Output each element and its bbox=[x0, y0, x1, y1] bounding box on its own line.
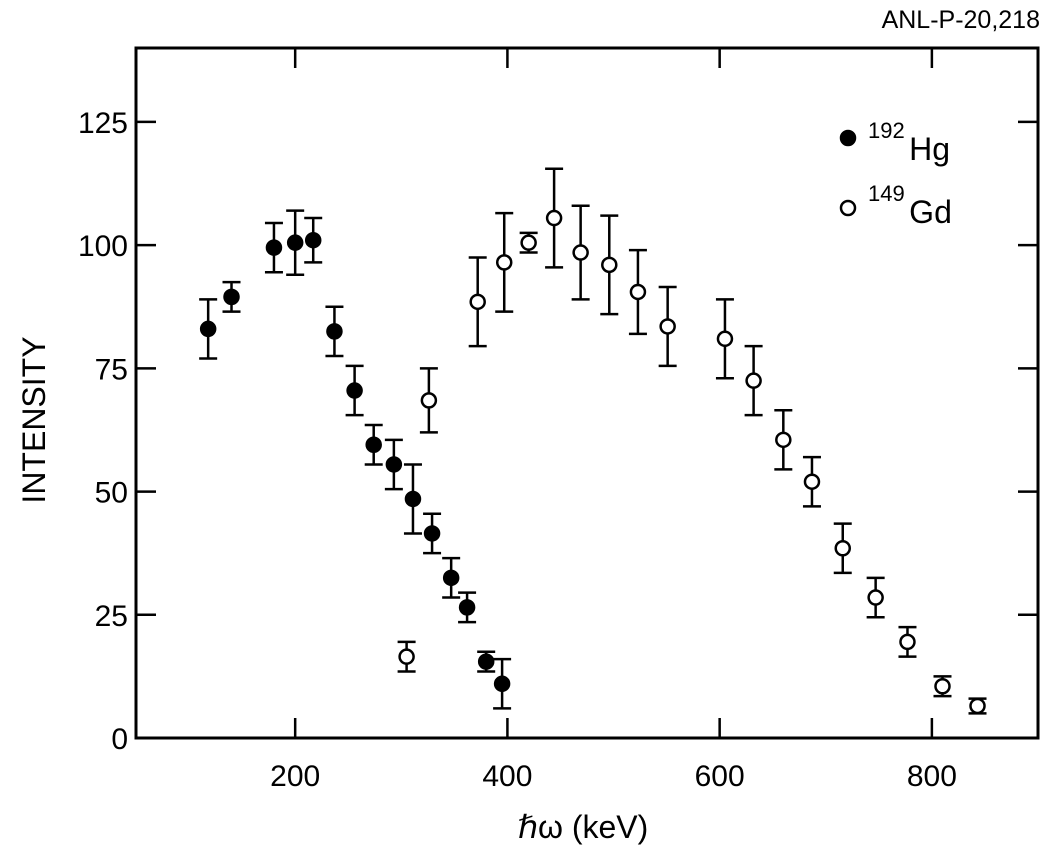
series-gd bbox=[397, 167, 987, 715]
data-point bbox=[385, 456, 403, 473]
legend-marker-hg bbox=[839, 129, 857, 147]
data-point bbox=[867, 589, 884, 606]
data-point bbox=[520, 234, 537, 251]
legend-label-gd: 149 Gd bbox=[868, 181, 952, 230]
y-axis-title: INTENSITY bbox=[16, 336, 52, 503]
data-point bbox=[286, 234, 304, 251]
data-point bbox=[365, 436, 382, 453]
data-point bbox=[934, 678, 951, 695]
x-tick-labels: 200 400 600 800 bbox=[270, 760, 957, 793]
data-point bbox=[629, 283, 647, 301]
legend-hg-mass: 192 bbox=[868, 118, 905, 143]
data-point bbox=[304, 231, 322, 249]
data-point bbox=[659, 318, 676, 335]
y-tick-label: 50 bbox=[95, 477, 128, 510]
data-point bbox=[199, 320, 217, 338]
data-point bbox=[834, 540, 851, 557]
data-point bbox=[398, 648, 415, 665]
x-tick-label: 600 bbox=[695, 760, 745, 793]
legend-hg-symbol: Hg bbox=[909, 131, 950, 167]
data-point bbox=[493, 675, 511, 693]
data-point bbox=[420, 392, 438, 409]
legend: 192 Hg 149 Gd bbox=[839, 118, 952, 230]
data-point bbox=[969, 697, 986, 715]
data-point bbox=[265, 239, 283, 256]
data-point bbox=[716, 330, 734, 348]
data-point bbox=[469, 293, 486, 311]
x-tick-label: 800 bbox=[907, 760, 957, 793]
data-point bbox=[404, 490, 422, 508]
x-tick-label: 400 bbox=[482, 760, 532, 793]
y-tick-label: 125 bbox=[78, 107, 128, 140]
data-marks bbox=[199, 167, 987, 715]
data-point bbox=[423, 525, 441, 542]
y-tick-label: 75 bbox=[95, 353, 128, 386]
legend-label-hg: 192 Hg bbox=[868, 118, 950, 167]
y-tick-label: 100 bbox=[78, 230, 128, 263]
legend-marker-gd bbox=[839, 199, 857, 217]
x-axis-title: ℏω (keV) bbox=[518, 809, 649, 845]
series-hg bbox=[199, 209, 512, 710]
y-tick-label: 25 bbox=[95, 600, 128, 633]
data-point bbox=[775, 431, 792, 449]
data-point bbox=[442, 569, 460, 587]
report-id-label: ANL-P-20,218 bbox=[882, 6, 1040, 34]
x-tick-label: 200 bbox=[270, 760, 320, 793]
y-tick-labels: 0 25 50 75 100 125 bbox=[78, 107, 128, 756]
axis-ticks bbox=[136, 48, 1038, 740]
data-point bbox=[477, 653, 495, 670]
data-point bbox=[899, 633, 916, 651]
data-point bbox=[458, 599, 476, 616]
legend-gd-symbol: Gd bbox=[909, 194, 952, 230]
data-point bbox=[745, 372, 762, 389]
data-point bbox=[572, 244, 589, 261]
legend-gd-mass: 149 bbox=[868, 181, 905, 206]
data-point bbox=[545, 209, 563, 227]
data-point bbox=[803, 473, 821, 490]
data-point bbox=[223, 288, 240, 306]
data-point bbox=[601, 256, 618, 274]
data-point bbox=[326, 323, 343, 340]
data-point bbox=[346, 382, 363, 399]
plot-frame bbox=[134, 46, 1040, 740]
data-point bbox=[495, 254, 513, 271]
y-tick-label: 0 bbox=[111, 723, 128, 756]
